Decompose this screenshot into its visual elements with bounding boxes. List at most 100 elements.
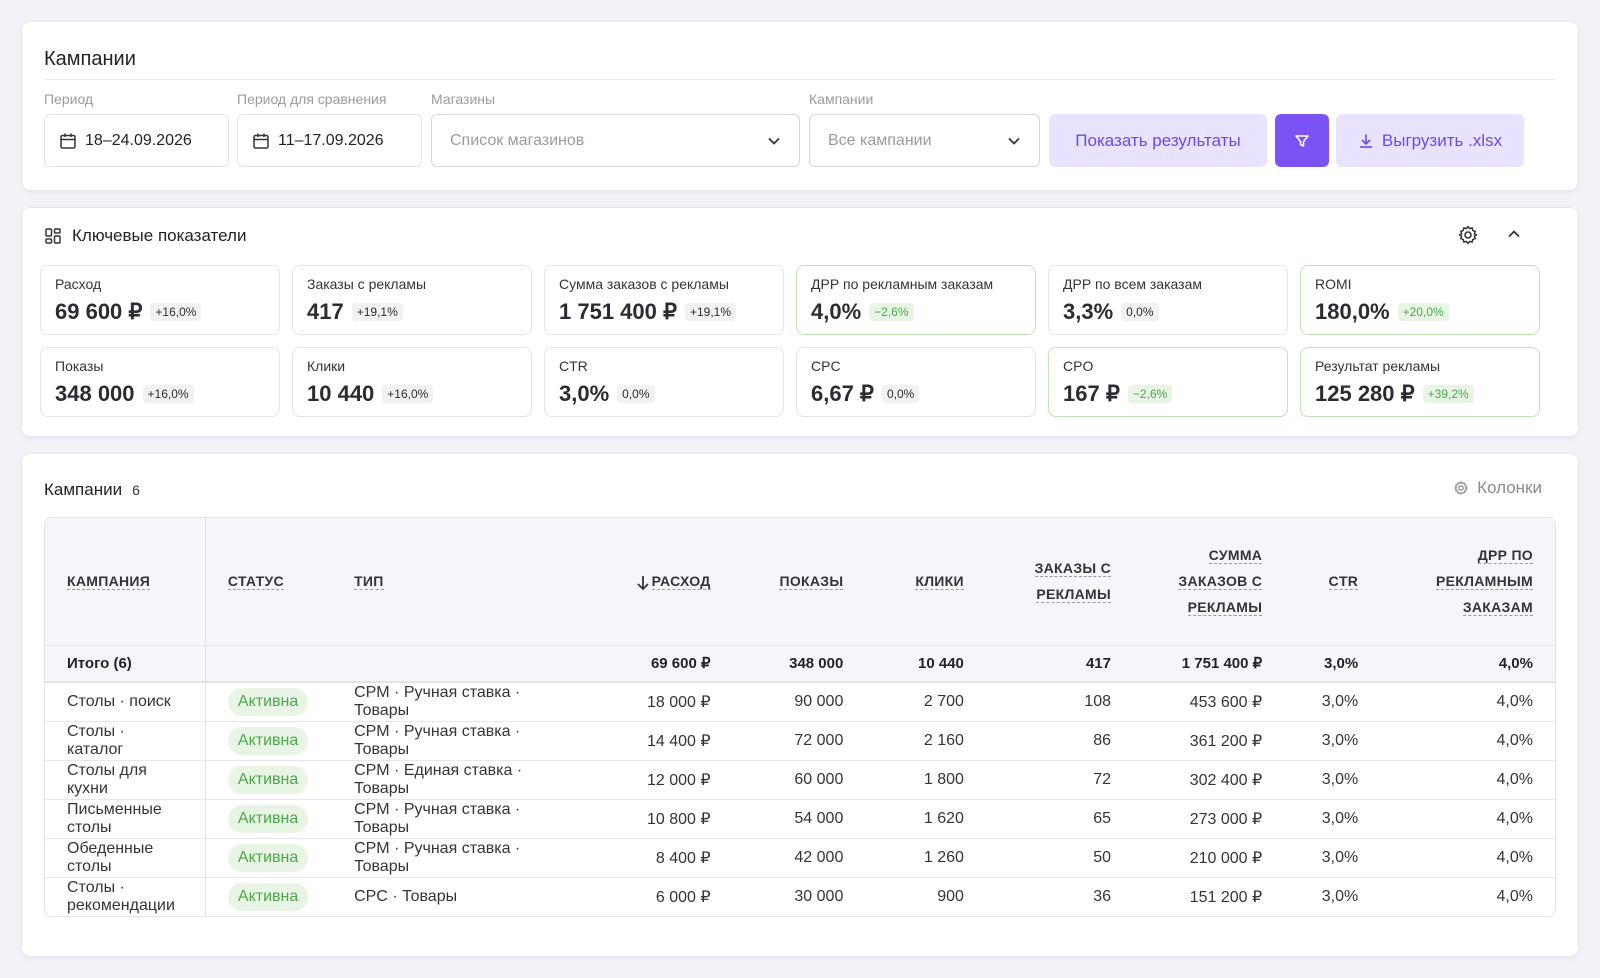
metric-delta: 0,0%: [617, 385, 655, 403]
chevron-down-icon: [768, 137, 780, 145]
metric-label: CPC: [811, 358, 841, 374]
metric-card-spend[interactable]: Расход 69 600 ₽ +16,0%: [40, 265, 280, 335]
shops-select[interactable]: Список магазинов: [431, 114, 800, 167]
metric-card-cpc[interactable]: CPC 6,67 ₽ 0,0%: [796, 347, 1036, 417]
campaign-name[interactable]: Письменные столы: [45, 799, 206, 839]
metric-value: 180,0%: [1315, 299, 1390, 324]
period-date-picker[interactable]: 18–24.09.2026: [44, 114, 229, 167]
key-metrics-title: Ключевые показатели: [72, 226, 247, 245]
cell-spend: 18 000 ₽: [589, 682, 733, 722]
campaigns-select[interactable]: Все кампании: [809, 114, 1040, 167]
table-row[interactable]: Обеденные столы Активна CPM · Ручная ста…: [45, 838, 1555, 878]
status-badge: Активна: [227, 843, 309, 872]
campaign-name[interactable]: Столы для кухни: [45, 760, 206, 800]
campaign-name[interactable]: Обеденные столы: [45, 838, 206, 878]
metric-card-drr-ad-orders[interactable]: ДРР по рекламным заказам 4,0% −2,6%: [796, 265, 1036, 335]
metric-label: ROMI: [1315, 276, 1352, 292]
metrics-settings-button[interactable]: [1457, 224, 1479, 251]
metric-value: 4,0%: [811, 299, 862, 324]
metric-card-impressions[interactable]: Показы 348 000 +16,0%: [40, 347, 280, 417]
table-row[interactable]: Письменные столы Активна CPM · Ручная ст…: [45, 799, 1555, 839]
table-header-row: КАМПАНИЯ СТАТУС ТИП РАСХОД ПОКАЗЫ КЛИКИ …: [45, 518, 1555, 645]
sort-arrow-down-icon: [636, 575, 649, 590]
export-xlsx-button[interactable]: Выгрузить .xlsx: [1336, 114, 1524, 167]
campaign-name[interactable]: Столы · поиск: [45, 682, 206, 722]
cell-ctr: 3,0%: [1321, 887, 1359, 905]
metric-card-cpo[interactable]: CPO 167 ₽ −2,6%: [1048, 347, 1288, 417]
cell-spend: 12 000 ₽: [589, 760, 733, 800]
metric-delta: −2,6%: [1127, 385, 1173, 403]
chevron-up-icon: [1508, 230, 1520, 238]
status-badge: Активна: [227, 687, 309, 716]
cell-spend: 8 400 ₽: [589, 838, 733, 878]
status-badge: Активна: [227, 765, 309, 794]
filter-button[interactable]: [1275, 114, 1329, 167]
cell-impressions: 72 000: [732, 721, 866, 761]
campaigns-select-value: Все кампании: [828, 131, 932, 149]
metric-card-ad-orders-sum[interactable]: Сумма заказов с рекламы 1 751 400 ₽ +19,1…: [544, 265, 784, 335]
total-drr: 4,0%: [1380, 644, 1555, 683]
table-row[interactable]: Столы · поиск Активна CPM · Ручная ставк…: [45, 682, 1555, 722]
col-header-ctr[interactable]: CTR: [1284, 518, 1381, 645]
col-header-campaign[interactable]: КАМПАНИЯ: [45, 518, 206, 645]
cell-orders: 65: [985, 799, 1133, 839]
cell-drr: 4,0%: [1496, 887, 1533, 905]
col-header-impressions[interactable]: ПОКАЗЫ: [732, 518, 866, 645]
metric-delta: +16,0%: [150, 303, 202, 321]
export-label: Выгрузить .xlsx: [1381, 130, 1503, 150]
col-header-clicks[interactable]: КЛИКИ: [865, 518, 986, 645]
total-orders-sum: 1 751 400 ₽: [1133, 644, 1285, 683]
col-header-status[interactable]: СТАТУС: [205, 518, 333, 645]
compare-period-date-picker[interactable]: 11–17.09.2026: [237, 114, 422, 167]
metric-card-drr-all-orders[interactable]: ДРР по всем заказам 3,3% 0,0%: [1048, 265, 1288, 335]
cell-orders-sum: 302 400 ₽: [1133, 760, 1285, 800]
columns-button[interactable]: Колонки: [1453, 478, 1542, 498]
metric-value: 417: [307, 299, 344, 324]
campaign-type: CPM · Ручная ставка · Товары: [332, 682, 590, 722]
title-divider: [44, 79, 1556, 80]
cell-clicks: 2 160: [865, 721, 986, 761]
metric-label: Показы: [55, 358, 104, 374]
cell-orders: 86: [985, 721, 1133, 761]
col-header-type[interactable]: ТИП: [332, 518, 590, 645]
filters-panel: Кампании Период 18–24.09.2026 Период для…: [22, 22, 1578, 190]
metric-label: Сумма заказов с рекламы: [559, 276, 729, 292]
campaigns-header: Кампании 6: [44, 480, 140, 500]
metric-label: CTR: [559, 358, 588, 374]
campaigns-panel: Кампании 6 Колонки КАМПАНИЯ СТАТУС ТИП Р…: [22, 454, 1578, 956]
metric-card-clicks[interactable]: Клики 10 440 +16,0%: [292, 347, 532, 417]
metric-card-ad-result[interactable]: Результат рекламы 125 280 ₽ +39,2%: [1300, 347, 1540, 417]
cell-orders-sum: 151 200 ₽: [1189, 888, 1263, 906]
metric-value: 3,0%: [559, 381, 610, 406]
page-title: Кампании: [44, 48, 136, 70]
show-results-button[interactable]: Показать результаты: [1049, 114, 1267, 167]
cell-clicks: 1 620: [865, 799, 986, 839]
total-ctr: 3,0%: [1284, 644, 1381, 683]
metric-card-ctr[interactable]: CTR 3,0% 0,0%: [544, 347, 784, 417]
col-header-drr[interactable]: ДРР ПО РЕКЛАМНЫМ ЗАКАЗАМ: [1380, 518, 1555, 645]
campaigns-count: 6: [132, 482, 140, 498]
metric-card-romi[interactable]: ROMI 180,0% +20,0%: [1300, 265, 1540, 335]
metric-label: CPO: [1063, 358, 1094, 374]
campaign-name[interactable]: Столы · рекомендации: [45, 877, 206, 916]
campaign-type: CPM · Ручная ставка · Товары: [332, 799, 590, 839]
columns-label: Колонки: [1477, 478, 1542, 497]
total-orders: 417: [985, 644, 1133, 683]
cell-orders: 108: [985, 682, 1133, 722]
table-row[interactable]: Столы · рекомендации Активна CPC · Товар…: [45, 877, 1555, 916]
cell-orders: 50: [985, 838, 1133, 878]
col-header-orders[interactable]: ЗАКАЗЫ С РЕКЛАМЫ: [985, 518, 1133, 645]
collapse-button[interactable]: [1504, 224, 1524, 249]
compare-period-value: 11–17.09.2026: [278, 131, 384, 149]
metric-label: Заказы с рекламы: [307, 276, 427, 292]
metric-card-ad-orders[interactable]: Заказы с рекламы 417 +19,1%: [292, 265, 532, 335]
metric-delta: +16,0%: [142, 385, 194, 403]
col-header-orders-sum[interactable]: СУММА ЗАКАЗОВ С РЕКЛАМЫ: [1133, 518, 1285, 645]
metric-label: Расход: [55, 276, 102, 292]
col-header-spend[interactable]: РАСХОД: [589, 518, 733, 645]
campaign-name[interactable]: Столы · каталог: [45, 721, 206, 761]
table-row[interactable]: Столы для кухни Активна CPM · Единая ста…: [45, 760, 1555, 800]
metric-delta: +19,1%: [351, 303, 403, 321]
table-row[interactable]: Столы · каталог Активна CPM · Ручная ста…: [45, 721, 1555, 761]
filter-icon: [1295, 134, 1309, 147]
